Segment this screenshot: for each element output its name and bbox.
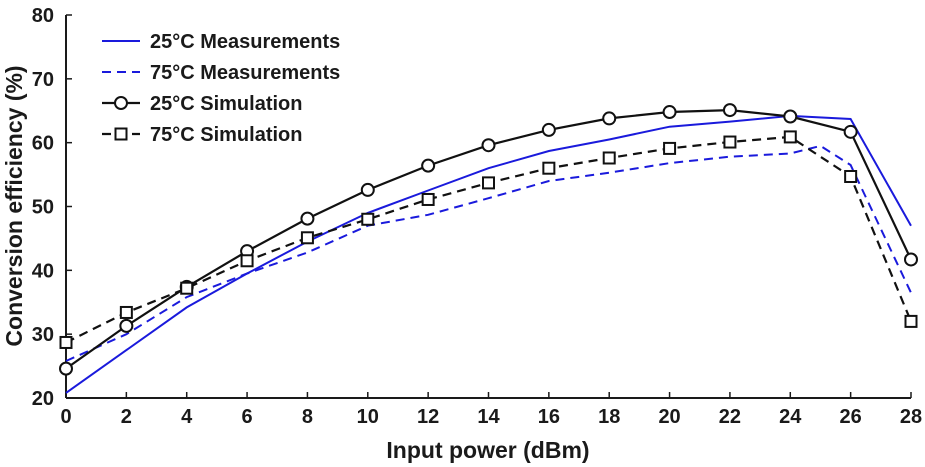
data-point [59,361,73,376]
data-point [180,281,194,295]
data-point [723,135,737,149]
x-tick-label: 12 [417,406,439,428]
data-point [119,318,134,333]
data-point [300,231,314,245]
data-point [663,141,677,155]
x-tick-label: 2 [121,406,132,428]
x-axis-title: Input power (dBm) [386,437,589,463]
legend-label-3: 25°C Simulation [150,93,302,115]
x-tick-label: 28 [900,406,922,428]
data-point [662,105,677,120]
y-tick-label: 50 [32,197,54,219]
x-tick-label: 10 [357,406,379,428]
legend-label-2: 75°C Measurements [150,62,340,84]
data-point [482,176,495,190]
y-axis-title: Conversion efficiency (%) [1,65,27,346]
y-tick-label: 20 [32,388,54,410]
x-tick-label: 20 [658,406,680,428]
x-tick-label: 6 [242,406,253,428]
data-point [240,254,254,268]
data-point [59,335,73,349]
x-tick-label: 16 [538,406,560,428]
marker-layer [59,103,918,376]
legend: 25°C Measurements 75°C Measurements 25°C S… [102,31,340,146]
legend-label-4: 75°C Simulation [150,124,302,146]
data-point [843,124,858,139]
y-tick-label: 70 [32,69,54,91]
data-point [722,103,737,118]
data-point [602,151,616,165]
data-point [783,130,797,144]
x-tick-label: 24 [779,406,802,428]
legend-label-1: 25°C Measurements [150,31,340,53]
data-point [361,212,375,226]
data-point [481,138,496,153]
x-tick-label: 26 [840,406,862,428]
data-point [421,158,436,173]
x-tick-label: 8 [302,406,313,428]
data-point [541,122,556,137]
x-tick-label: 18 [598,406,620,428]
series-line-1 [65,114,912,394]
data-point [602,111,617,126]
data-point [300,211,315,226]
data-point [904,252,918,267]
data-point [542,161,556,175]
y-tick-label: 40 [32,260,54,282]
data-point [904,314,918,328]
legend-marker-3 [114,96,128,110]
data-point [421,192,435,206]
data-point [119,305,133,319]
x-tick-label: 14 [477,406,500,428]
y-tick-label: 60 [32,133,54,155]
data-point [783,109,798,124]
x-tick-label: 22 [719,406,741,428]
series-layer [65,108,913,394]
y-tick-label: 80 [32,5,54,27]
data-point [844,169,858,183]
legend-marker-4 [114,127,128,141]
x-tick-label: 4 [181,406,193,428]
y-tick-label: 30 [32,324,54,346]
x-tick-label: 0 [60,406,71,428]
data-point [360,182,375,197]
series-line-2 [65,144,912,362]
